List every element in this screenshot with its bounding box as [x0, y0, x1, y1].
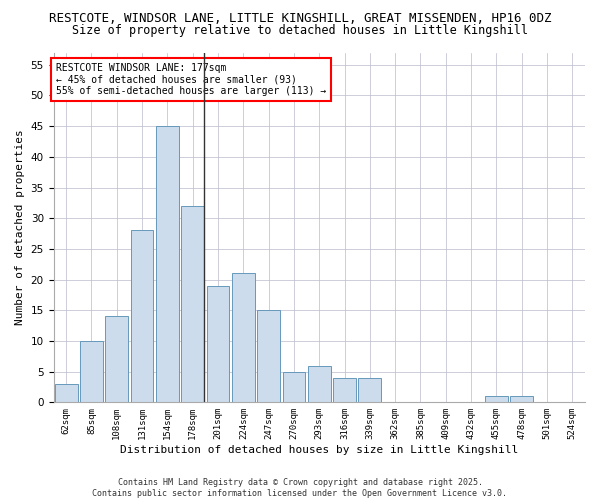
Bar: [257, 310, 280, 402]
Text: RESTCOTE WINDSOR LANE: 177sqm
← 45% of detached houses are smaller (93)
55% of s: RESTCOTE WINDSOR LANE: 177sqm ← 45% of d…: [56, 63, 326, 96]
Bar: [131, 230, 154, 402]
Y-axis label: Number of detached properties: Number of detached properties: [15, 130, 25, 326]
Bar: [232, 274, 255, 402]
Bar: [283, 372, 305, 402]
Bar: [485, 396, 508, 402]
Bar: [308, 366, 331, 403]
Text: Size of property relative to detached houses in Little Kingshill: Size of property relative to detached ho…: [72, 24, 528, 37]
X-axis label: Distribution of detached houses by size in Little Kingshill: Distribution of detached houses by size …: [120, 445, 518, 455]
Text: RESTCOTE, WINDSOR LANE, LITTLE KINGSHILL, GREAT MISSENDEN, HP16 0DZ: RESTCOTE, WINDSOR LANE, LITTLE KINGSHILL…: [49, 12, 551, 26]
Text: Contains HM Land Registry data © Crown copyright and database right 2025.
Contai: Contains HM Land Registry data © Crown c…: [92, 478, 508, 498]
Bar: [358, 378, 381, 402]
Bar: [333, 378, 356, 402]
Bar: [511, 396, 533, 402]
Bar: [181, 206, 204, 402]
Bar: [80, 341, 103, 402]
Bar: [206, 286, 229, 403]
Bar: [106, 316, 128, 402]
Bar: [156, 126, 179, 402]
Bar: [55, 384, 77, 402]
